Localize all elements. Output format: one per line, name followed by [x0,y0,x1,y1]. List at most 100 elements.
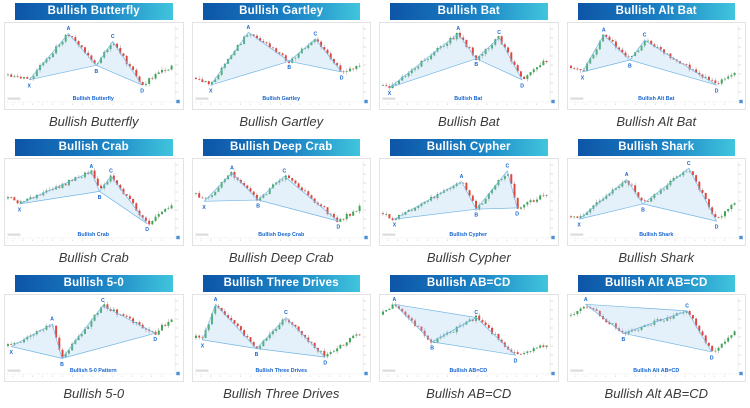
pattern-banner: Bullish 5-0 [15,275,173,292]
point-label-A: A [67,26,71,32]
point-label-D: D [336,225,340,231]
point-label-B: B [98,195,102,201]
chart-canvas: X A B C D Bullish Alt Bat [569,25,743,105]
point-label-X: X [208,89,212,95]
pattern-caption: Bullish Butterfly [48,114,139,129]
axis-corner-marker [551,235,555,240]
point-label-C: C [505,163,509,169]
pattern-banner: Bullish Gartley [202,3,360,20]
point-label-B: B [287,65,291,71]
pattern-card-bullish-gartley: Bullish Gartley X A B C D Bullish Gartley Bul… [188,0,376,136]
point-label-A: A [583,297,587,303]
chart-watermark [194,369,208,372]
point-label-A: A [230,165,234,171]
chart-axes [6,297,181,377]
point-label-D: D [323,361,327,367]
point-label-A: A [393,297,397,303]
point-label-C: C [101,298,105,304]
point-label-X: X [200,343,204,349]
chart-canvas: X A B C D Bullish Deep Crab [194,161,368,241]
point-label-B: B [60,362,64,368]
point-label-D: D [145,227,149,233]
point-label-C: C [111,34,115,40]
pattern-banner: Bullish Deep Crab [202,139,360,156]
point-label-B: B [621,337,625,343]
point-label-A: A [213,297,217,303]
pattern-card-bullish-alt-ab-cd: Bullish Alt AB=CD A B C D Bullish Alt AB=CD … [563,272,750,408]
point-label-D: D [153,337,157,343]
point-label-X: X [580,75,584,81]
chart-canvas: A B C D Bullish AB=CD [381,297,556,377]
point-label-C: C [474,310,478,316]
chart-canvas: A B C D Bullish Alt AB=CD [569,297,743,377]
candlestick-chart-bullish-5-0[interactable]: X A B C D Bullish 5-0 Pattern [4,294,184,382]
axis-corner-marker [363,371,368,376]
in-chart-pattern-label: Bullish Deep Crab [258,232,305,238]
axis-corner-marker [176,235,180,240]
axis-corner-marker [363,235,368,240]
axis-corner-marker [551,371,555,376]
point-label-C: C [282,169,286,175]
point-label-D: D [714,89,718,95]
chart-canvas: X A B C D Bullish Gartley [194,25,368,105]
pattern-card-bullish-bat: Bullish Bat X A B C D Bullish Bat Bullish Bat [375,0,563,136]
in-chart-pattern-label: Bullish Cypher [449,232,487,238]
pattern-caption: Bullish Deep Crab [228,250,334,265]
chart-axes [569,297,743,377]
candlestick-chart-bullish-cypher[interactable]: X A B C D Bullish Cypher [379,158,559,246]
pattern-card-bullish-cypher: Bullish Cypher X A B C D Bullish Cypher Bulli… [375,136,563,272]
candlestick-chart-bullish-three-drives[interactable]: X A B C D Bullish Three Drives [191,294,371,382]
chart-axes [6,161,181,241]
pattern-card-bullish-alt-bat: Bullish Alt Bat X A B C D Bullish Alt Bat Bul… [563,0,750,136]
point-label-A: A [90,164,94,170]
point-label-D: D [520,83,524,89]
axis-corner-marker [738,99,743,104]
chart-axes [381,25,556,105]
point-label-A: A [460,174,464,180]
in-chart-pattern-label: Bullish Bat [454,96,482,102]
candlestick-chart-bullish-crab[interactable]: X A B C D Bullish Crab [4,158,184,246]
candlestick-chart-bullish-ab-cd[interactable]: A B C D Bullish AB=CD [379,294,559,382]
candlestick-chart-bullish-deep-crab[interactable]: X A B C D Bullish Deep Crab [191,158,371,246]
pattern-banner: Bullish Cypher [390,139,548,156]
pattern-overlay: A B C D [583,297,713,362]
pattern-overlay: X A B C D [393,163,520,228]
point-label-B: B [256,203,260,209]
point-label-D: D [339,75,343,81]
chart-canvas: X A B C D Bullish 5-0 Pattern [6,297,181,377]
chart-axes [569,161,743,241]
pattern-overlay: X A B C D [580,27,718,94]
point-label-B: B [641,207,645,213]
point-label-X: X [393,223,397,229]
pattern-overlay: A B C D [393,297,518,365]
point-label-D: D [515,211,519,217]
pattern-caption: Bullish 5-0 [63,386,125,401]
candlestick-chart-bullish-bat[interactable]: X A B C D Bullish Bat [379,22,559,110]
candlestick-chart-bullish-gartley[interactable]: X A B C D Bullish Gartley [191,22,371,110]
candles [569,33,736,86]
chart-axes [194,25,368,105]
candlestick-chart-bullish-alt-ab-cd[interactable]: A B C D Bullish Alt AB=CD [566,294,746,382]
point-label-X: X [10,350,14,356]
point-label-X: X [28,83,32,89]
point-label-C: C [109,169,113,175]
point-label-D: D [709,355,713,361]
pattern-overlay: X A B C D [202,165,340,230]
candlestick-chart-bullish-alt-bat[interactable]: X A B C D Bullish Alt Bat [566,22,746,110]
chart-watermark [382,233,396,236]
chart-watermark [569,233,583,236]
pattern-card-bullish-three-drives: Bullish Three Drives X A B C D Bullish Three … [188,272,376,408]
in-chart-pattern-label: Bullish AB=CD [449,368,487,374]
in-chart-pattern-label: Bullish Gartley [262,96,300,102]
chart-canvas: X A B C D Bullish Bat [381,25,556,105]
chart-axes [381,161,556,241]
point-label-X: X [577,223,581,229]
pattern-card-bullish-deep-crab: Bullish Deep Crab X A B C D Bullish Deep Crab… [188,136,376,272]
in-chart-pattern-label: Bullish Alt Bat [638,96,674,102]
in-chart-pattern-label: Bullish Alt AB=CD [633,368,679,374]
chart-canvas: X A B C D Bullish Three Drives [194,297,368,377]
candlestick-chart-bullish-shark[interactable]: X A B C D Bullish Shark [566,158,746,246]
point-label-B: B [628,63,632,69]
candlestick-chart-bullish-butterfly[interactable]: X A B C D Bullish Butterfly [4,22,184,110]
